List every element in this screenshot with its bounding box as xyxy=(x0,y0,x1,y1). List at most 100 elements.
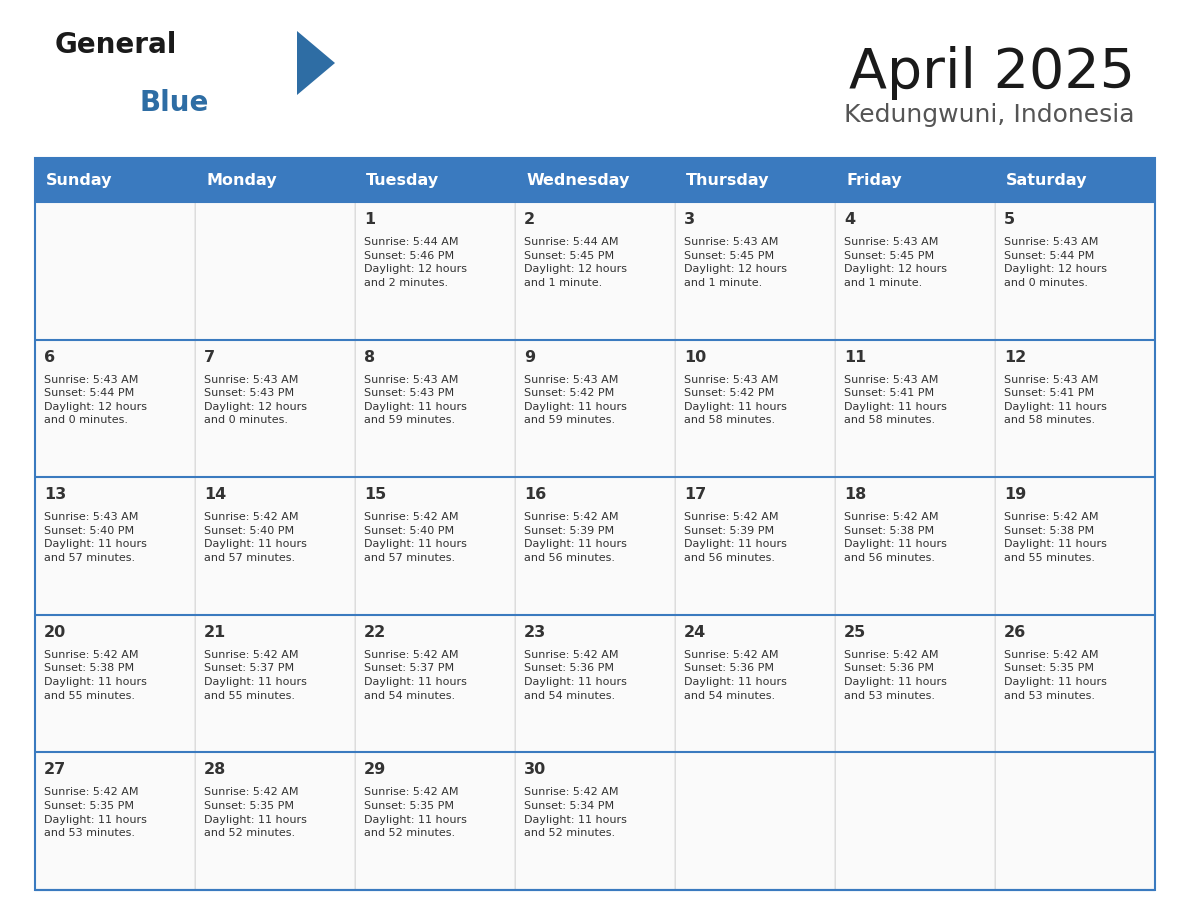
Text: Sunrise: 5:42 AM
Sunset: 5:39 PM
Daylight: 11 hours
and 56 minutes.: Sunrise: 5:42 AM Sunset: 5:39 PM Dayligh… xyxy=(684,512,786,563)
Text: Sunday: Sunday xyxy=(46,173,113,187)
Text: 15: 15 xyxy=(364,487,386,502)
Bar xyxy=(835,202,996,340)
Text: Sunrise: 5:42 AM
Sunset: 5:40 PM
Daylight: 11 hours
and 57 minutes.: Sunrise: 5:42 AM Sunset: 5:40 PM Dayligh… xyxy=(364,512,467,563)
Bar xyxy=(835,340,996,477)
Bar xyxy=(996,615,1155,753)
Bar xyxy=(195,202,355,340)
Text: 10: 10 xyxy=(684,350,706,364)
Text: Sunrise: 5:42 AM
Sunset: 5:38 PM
Daylight: 11 hours
and 55 minutes.: Sunrise: 5:42 AM Sunset: 5:38 PM Dayligh… xyxy=(44,650,147,700)
Text: Sunrise: 5:42 AM
Sunset: 5:35 PM
Daylight: 11 hours
and 53 minutes.: Sunrise: 5:42 AM Sunset: 5:35 PM Dayligh… xyxy=(44,788,147,838)
Bar xyxy=(675,615,835,753)
Text: Sunrise: 5:42 AM
Sunset: 5:35 PM
Daylight: 11 hours
and 52 minutes.: Sunrise: 5:42 AM Sunset: 5:35 PM Dayligh… xyxy=(204,788,307,838)
Bar xyxy=(355,753,516,890)
Text: 13: 13 xyxy=(44,487,67,502)
Bar xyxy=(675,753,835,890)
Bar xyxy=(34,753,195,890)
Bar xyxy=(516,340,675,477)
Bar xyxy=(516,615,675,753)
Bar xyxy=(996,340,1155,477)
Bar xyxy=(34,158,1155,890)
Text: 20: 20 xyxy=(44,625,67,640)
Text: 25: 25 xyxy=(843,625,866,640)
Text: 6: 6 xyxy=(44,350,55,364)
Text: Sunrise: 5:42 AM
Sunset: 5:39 PM
Daylight: 11 hours
and 56 minutes.: Sunrise: 5:42 AM Sunset: 5:39 PM Dayligh… xyxy=(524,512,627,563)
Text: Kedungwuni, Indonesia: Kedungwuni, Indonesia xyxy=(845,103,1135,127)
Text: Monday: Monday xyxy=(207,173,277,187)
Bar xyxy=(996,477,1155,615)
Text: Friday: Friday xyxy=(846,173,902,187)
Bar xyxy=(34,158,1155,202)
Text: 16: 16 xyxy=(524,487,546,502)
Text: 14: 14 xyxy=(204,487,226,502)
Bar xyxy=(675,340,835,477)
Text: 23: 23 xyxy=(524,625,546,640)
Text: 28: 28 xyxy=(204,763,226,778)
Text: Sunrise: 5:43 AM
Sunset: 5:42 PM
Daylight: 11 hours
and 58 minutes.: Sunrise: 5:43 AM Sunset: 5:42 PM Dayligh… xyxy=(684,375,786,425)
Text: 3: 3 xyxy=(684,212,695,227)
Text: Saturday: Saturday xyxy=(1006,173,1088,187)
Text: Sunrise: 5:44 AM
Sunset: 5:46 PM
Daylight: 12 hours
and 2 minutes.: Sunrise: 5:44 AM Sunset: 5:46 PM Dayligh… xyxy=(364,237,467,288)
Text: 24: 24 xyxy=(684,625,706,640)
Polygon shape xyxy=(297,31,335,95)
Text: Sunrise: 5:43 AM
Sunset: 5:43 PM
Daylight: 12 hours
and 0 minutes.: Sunrise: 5:43 AM Sunset: 5:43 PM Dayligh… xyxy=(204,375,307,425)
Text: Sunrise: 5:43 AM
Sunset: 5:43 PM
Daylight: 11 hours
and 59 minutes.: Sunrise: 5:43 AM Sunset: 5:43 PM Dayligh… xyxy=(364,375,467,425)
Text: Sunrise: 5:43 AM
Sunset: 5:41 PM
Daylight: 11 hours
and 58 minutes.: Sunrise: 5:43 AM Sunset: 5:41 PM Dayligh… xyxy=(843,375,947,425)
Text: General: General xyxy=(55,31,177,59)
Text: 29: 29 xyxy=(364,763,386,778)
Text: 1: 1 xyxy=(364,212,375,227)
Text: Sunrise: 5:42 AM
Sunset: 5:36 PM
Daylight: 11 hours
and 54 minutes.: Sunrise: 5:42 AM Sunset: 5:36 PM Dayligh… xyxy=(524,650,627,700)
Text: Tuesday: Tuesday xyxy=(366,173,440,187)
Text: 12: 12 xyxy=(1004,350,1026,364)
Text: Sunrise: 5:43 AM
Sunset: 5:42 PM
Daylight: 11 hours
and 59 minutes.: Sunrise: 5:43 AM Sunset: 5:42 PM Dayligh… xyxy=(524,375,627,425)
Text: Sunrise: 5:42 AM
Sunset: 5:36 PM
Daylight: 11 hours
and 53 minutes.: Sunrise: 5:42 AM Sunset: 5:36 PM Dayligh… xyxy=(843,650,947,700)
Bar xyxy=(835,477,996,615)
Bar xyxy=(516,202,675,340)
Text: Blue: Blue xyxy=(140,89,209,117)
Text: Sunrise: 5:43 AM
Sunset: 5:45 PM
Daylight: 12 hours
and 1 minute.: Sunrise: 5:43 AM Sunset: 5:45 PM Dayligh… xyxy=(684,237,786,288)
Text: Sunrise: 5:42 AM
Sunset: 5:38 PM
Daylight: 11 hours
and 56 minutes.: Sunrise: 5:42 AM Sunset: 5:38 PM Dayligh… xyxy=(843,512,947,563)
Text: Sunrise: 5:43 AM
Sunset: 5:41 PM
Daylight: 11 hours
and 58 minutes.: Sunrise: 5:43 AM Sunset: 5:41 PM Dayligh… xyxy=(1004,375,1107,425)
Text: Sunrise: 5:42 AM
Sunset: 5:36 PM
Daylight: 11 hours
and 54 minutes.: Sunrise: 5:42 AM Sunset: 5:36 PM Dayligh… xyxy=(684,650,786,700)
Text: Sunrise: 5:42 AM
Sunset: 5:34 PM
Daylight: 11 hours
and 52 minutes.: Sunrise: 5:42 AM Sunset: 5:34 PM Dayligh… xyxy=(524,788,627,838)
Bar xyxy=(835,615,996,753)
Text: 19: 19 xyxy=(1004,487,1026,502)
Bar xyxy=(355,340,516,477)
Bar xyxy=(996,753,1155,890)
Bar xyxy=(675,477,835,615)
Text: 5: 5 xyxy=(1004,212,1015,227)
Bar xyxy=(195,477,355,615)
Bar xyxy=(195,340,355,477)
Text: 21: 21 xyxy=(204,625,226,640)
Text: Sunrise: 5:42 AM
Sunset: 5:37 PM
Daylight: 11 hours
and 54 minutes.: Sunrise: 5:42 AM Sunset: 5:37 PM Dayligh… xyxy=(364,650,467,700)
Text: Sunrise: 5:43 AM
Sunset: 5:45 PM
Daylight: 12 hours
and 1 minute.: Sunrise: 5:43 AM Sunset: 5:45 PM Dayligh… xyxy=(843,237,947,288)
Text: April 2025: April 2025 xyxy=(849,46,1135,100)
Text: 26: 26 xyxy=(1004,625,1026,640)
Bar xyxy=(34,202,195,340)
Bar xyxy=(675,202,835,340)
Text: 18: 18 xyxy=(843,487,866,502)
Text: 2: 2 xyxy=(524,212,535,227)
Bar xyxy=(195,753,355,890)
Bar xyxy=(355,202,516,340)
Bar xyxy=(355,615,516,753)
Text: Wednesday: Wednesday xyxy=(526,173,630,187)
Bar xyxy=(516,753,675,890)
Text: Sunrise: 5:42 AM
Sunset: 5:35 PM
Daylight: 11 hours
and 52 minutes.: Sunrise: 5:42 AM Sunset: 5:35 PM Dayligh… xyxy=(364,788,467,838)
Bar xyxy=(355,477,516,615)
Text: Thursday: Thursday xyxy=(687,173,770,187)
Text: Sunrise: 5:42 AM
Sunset: 5:38 PM
Daylight: 11 hours
and 55 minutes.: Sunrise: 5:42 AM Sunset: 5:38 PM Dayligh… xyxy=(1004,512,1107,563)
Text: Sunrise: 5:42 AM
Sunset: 5:37 PM
Daylight: 11 hours
and 55 minutes.: Sunrise: 5:42 AM Sunset: 5:37 PM Dayligh… xyxy=(204,650,307,700)
Text: Sunrise: 5:44 AM
Sunset: 5:45 PM
Daylight: 12 hours
and 1 minute.: Sunrise: 5:44 AM Sunset: 5:45 PM Dayligh… xyxy=(524,237,627,288)
Text: Sunrise: 5:42 AM
Sunset: 5:40 PM
Daylight: 11 hours
and 57 minutes.: Sunrise: 5:42 AM Sunset: 5:40 PM Dayligh… xyxy=(204,512,307,563)
Bar xyxy=(34,340,195,477)
Bar xyxy=(195,615,355,753)
Text: 17: 17 xyxy=(684,487,706,502)
Text: 27: 27 xyxy=(44,763,67,778)
Text: 7: 7 xyxy=(204,350,215,364)
Bar xyxy=(34,615,195,753)
Text: 8: 8 xyxy=(364,350,375,364)
Text: 9: 9 xyxy=(524,350,535,364)
Text: 22: 22 xyxy=(364,625,386,640)
Bar xyxy=(516,477,675,615)
Text: Sunrise: 5:43 AM
Sunset: 5:40 PM
Daylight: 11 hours
and 57 minutes.: Sunrise: 5:43 AM Sunset: 5:40 PM Dayligh… xyxy=(44,512,147,563)
